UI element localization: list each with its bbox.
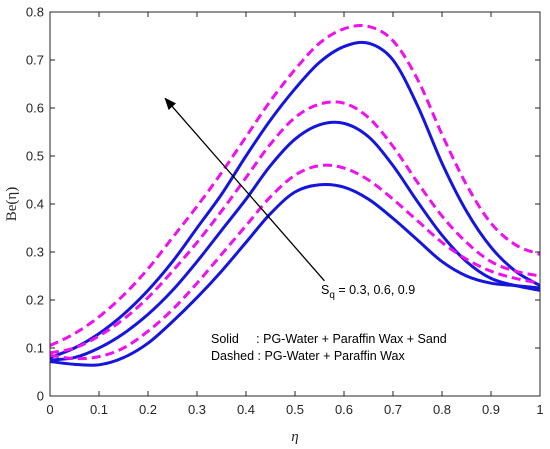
legend-solid-text: Solid : PG-Water + Paraffin Wax + Sand bbox=[211, 332, 447, 346]
y-tick-label: 0.4 bbox=[26, 197, 44, 212]
y-tick-label: 0.7 bbox=[26, 53, 44, 68]
series-line-solid-1 bbox=[50, 183, 540, 367]
y-tick-label: 0.6 bbox=[26, 101, 44, 116]
y-axis: 0 0.1 0.2 0.3 0.4 0.5 0.6 0.7 0.8 bbox=[26, 5, 540, 404]
x-tick-label: 0 bbox=[46, 402, 53, 417]
y-tick-label: 0.3 bbox=[26, 245, 44, 260]
series-line-dashed-6 bbox=[50, 24, 540, 347]
legend-dashed-text: Dashed : PG-Water + Paraffin Wax bbox=[211, 349, 405, 363]
x-tick-label: 0.3 bbox=[188, 402, 206, 417]
series-line-dashed-5 bbox=[50, 100, 540, 355]
y-tick-label: 0.2 bbox=[26, 293, 44, 308]
x-tick-label: 0.6 bbox=[335, 402, 353, 417]
y-tick-label: 0 bbox=[37, 389, 44, 404]
x-tick-label: 0.7 bbox=[384, 402, 402, 417]
x-tick-label: 0.1 bbox=[90, 402, 108, 417]
x-axis: 0 0.1 0.2 0.3 0.4 0.5 0.6 0.7 0.8 0.9 1 bbox=[46, 12, 544, 417]
series-layer bbox=[50, 24, 540, 367]
y-tick-label: 0.5 bbox=[26, 149, 44, 164]
arrow-label: Sq = 0.3, 0.6, 0.9 bbox=[321, 283, 415, 301]
x-axis-title: η bbox=[291, 429, 298, 445]
y-axis-title: Be(η) bbox=[4, 187, 20, 222]
series-line-solid-3 bbox=[50, 40, 540, 359]
y-tick-label: 0.8 bbox=[26, 5, 44, 20]
series-line-solid-2 bbox=[50, 120, 540, 362]
x-tick-label: 0.8 bbox=[433, 402, 451, 417]
x-tick-label: 0.5 bbox=[286, 402, 304, 417]
arrow bbox=[164, 97, 325, 282]
y-tick-label: 0.1 bbox=[26, 341, 44, 356]
x-tick-label: 0.9 bbox=[482, 402, 500, 417]
x-tick-label: 0.2 bbox=[139, 402, 157, 417]
x-tick-label: 0.4 bbox=[237, 402, 255, 417]
x-tick-label: 1 bbox=[536, 402, 543, 417]
